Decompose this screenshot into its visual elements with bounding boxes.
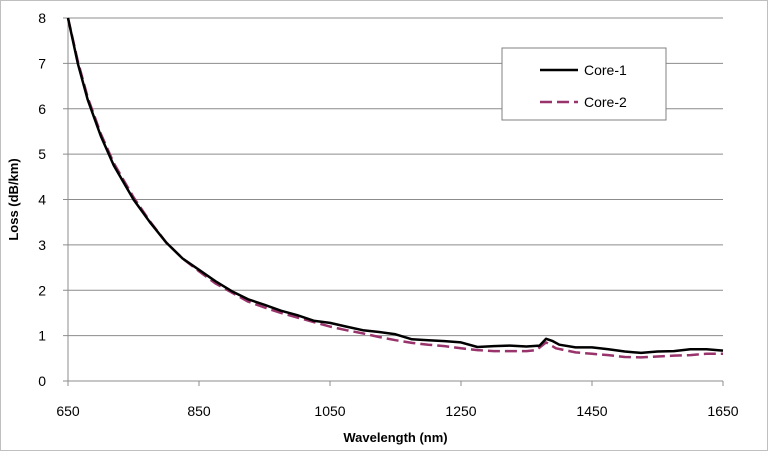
y-axis-title: Loss (dB/km) [6,158,21,240]
x-tick-label: 650 [56,403,80,419]
y-tick-label: 0 [38,373,46,389]
y-tick-label: 5 [38,146,46,162]
tick-labels: 0 1 2 3 4 5 6 7 8 650 850 1050 1250 1450 1650 [38,10,739,419]
y-tick-label: 2 [38,282,46,298]
y-tick-label: 8 [38,10,46,26]
series-lines [66,17,724,359]
x-axis-title: Wavelength (nm) [343,430,447,445]
y-tick-label: 6 [38,101,46,117]
x-tick-label: 1250 [445,403,476,419]
series-line-core-1 [66,17,724,355]
x-tick-label: 1050 [314,403,345,419]
y-tick-label: 7 [38,55,46,71]
x-tick-label: 1450 [576,403,607,419]
y-tick-label: 3 [38,237,46,253]
legend-label-core-2: Core-2 [584,94,627,110]
legend: Core-1 Core-2 [501,47,667,121]
legend-box [501,47,667,121]
x-tick-label: 850 [187,403,211,419]
x-tick-label: 1650 [707,403,738,419]
axes [63,17,724,386]
legend-label-core-1: Core-1 [584,62,627,78]
y-tick-label: 4 [38,192,46,208]
y-tick-label: 1 [38,328,46,344]
